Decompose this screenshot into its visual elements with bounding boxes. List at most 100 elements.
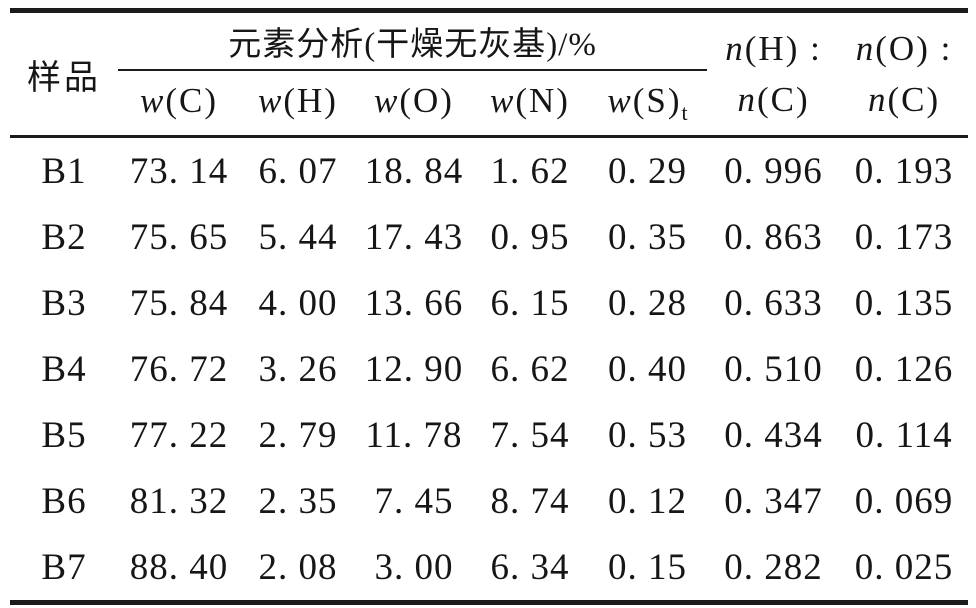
math-args: (O) [399, 80, 454, 120]
value-cell: 0. 28 [608, 282, 688, 324]
table-row: B5 77. 22 2. 79 11. 78 7. 54 0. 53 0. 434 0. 11… [10, 402, 968, 468]
header-row-1: 样品 元素分析(干燥无灰基)/% n(H) : n(C) n(O) : n(C) [10, 10, 969, 138]
value-cell: 88. 40 [129, 546, 229, 588]
sample-cell: B5 [41, 414, 87, 456]
col-header-w-n: w(N) [472, 70, 588, 138]
sample-cell: B7 [41, 546, 87, 588]
sample-cell: B3 [41, 282, 87, 324]
math-args: (C) [756, 80, 810, 119]
ratio-header-nh-nc: n(H) : n(C) [707, 10, 841, 138]
value-cell: 13. 66 [364, 282, 464, 324]
table-row: B2 75. 65 5. 44 17. 43 0. 95 0. 35 0. 863 0. 17… [10, 204, 968, 270]
value-cell: 2. 35 [258, 480, 338, 522]
math-var-w: w [258, 80, 284, 120]
math-var-n: n [737, 80, 757, 119]
value-cell: 81. 32 [129, 480, 229, 522]
value-cell: 7. 45 [374, 480, 454, 522]
ratio-header-no-nc: n(O) : n(C) [840, 10, 969, 138]
value-cell: 0. 53 [608, 414, 688, 456]
table-body: B1 73. 14 6. 07 18. 84 1. 62 0. 29 0. 996 0. 19… [10, 137, 968, 603]
value-cell: 0. 069 [854, 480, 954, 522]
math-args: (S) [632, 80, 682, 120]
sample-cell: B6 [41, 480, 87, 522]
value-cell: 0. 173 [854, 216, 954, 258]
table-row: B4 76. 72 3. 26 12. 90 6. 62 0. 40 0. 510 0. 12… [10, 336, 968, 402]
ratio-top-line: n(O) : [840, 23, 968, 74]
value-cell: 7. 54 [490, 414, 570, 456]
value-cell: 0. 35 [608, 216, 688, 258]
value-cell: 3. 26 [258, 348, 338, 390]
math-var-n: n [725, 29, 745, 68]
col-header-w-o: w(O) [356, 70, 472, 138]
value-cell: 0. 434 [724, 414, 823, 456]
math-args: (O) : [875, 29, 953, 68]
math-var-w: w [490, 80, 516, 120]
value-cell: 0. 95 [490, 216, 570, 258]
sample-column-header: 样品 [10, 10, 118, 138]
col-header-w-h: w(H) [240, 70, 356, 138]
math-var-w: w [139, 80, 166, 120]
value-cell: 0. 135 [854, 282, 954, 324]
value-cell: 0. 996 [724, 150, 823, 192]
col-header-w-c: w(C) [118, 70, 240, 138]
value-cell: 4. 00 [258, 282, 338, 324]
value-cell: 0. 40 [608, 348, 688, 390]
value-cell: 0. 863 [724, 216, 823, 258]
table-row: B1 73. 14 6. 07 18. 84 1. 62 0. 29 0. 996 0. 19… [10, 137, 968, 205]
table-row: B7 88. 40 2. 08 3. 00 6. 34 0. 15 0. 282 0. 025 [10, 534, 968, 603]
value-cell: 2. 79 [258, 414, 338, 456]
value-cell: 73. 14 [129, 150, 229, 192]
math-var-n: n [855, 29, 876, 68]
value-cell: 0. 633 [724, 282, 823, 324]
col-header-w-s-t: w(S)t [588, 70, 708, 138]
value-cell: 0. 114 [855, 414, 953, 456]
value-cell: 0. 193 [854, 150, 954, 192]
subscript: t [681, 99, 688, 125]
value-cell: 0. 12 [608, 480, 688, 522]
sample-cell: B2 [41, 216, 87, 258]
math-args: (N) [515, 80, 570, 120]
math-var-w: w [607, 80, 633, 120]
header-row-2: w(C) w(H) w(O) w(N) w(S)t [10, 70, 968, 138]
math-args: (C) [887, 80, 941, 119]
value-cell: 2. 08 [258, 546, 338, 588]
table-row: B6 81. 32 2. 35 7. 45 8. 74 0. 12 0. 347 0. 069 [10, 468, 968, 534]
value-cell: 12. 90 [364, 348, 464, 390]
math-var-w: w [374, 80, 400, 120]
value-cell: 8. 74 [490, 480, 570, 522]
value-cell: 75. 84 [129, 282, 229, 324]
value-cell: 76. 72 [129, 348, 229, 390]
value-cell: 1. 62 [490, 150, 570, 192]
sample-cell: B4 [41, 348, 87, 390]
value-cell: 17. 43 [364, 216, 464, 258]
ratio-bottom-line: n(C) [707, 74, 840, 125]
value-cell: 0. 126 [854, 348, 954, 390]
value-cell: 0. 347 [724, 480, 823, 522]
table-row: B3 75. 84 4. 00 13. 66 6. 15 0. 28 0. 633 0. 13… [10, 270, 968, 336]
value-cell: 0. 15 [608, 546, 688, 588]
value-cell: 3. 00 [374, 546, 454, 588]
elemental-analysis-table: 样品 元素分析(干燥无灰基)/% n(H) : n(C) n(O) : n(C)… [10, 8, 969, 605]
value-cell: 6. 34 [490, 546, 570, 588]
value-cell: 5. 44 [258, 216, 338, 258]
math-args: (H) [283, 80, 338, 120]
value-cell: 77. 22 [129, 414, 229, 456]
value-cell: 6. 07 [258, 150, 338, 192]
sample-cell: B1 [41, 150, 87, 192]
value-cell: 0. 025 [854, 546, 954, 588]
value-cell: 11. 78 [365, 414, 463, 456]
math-var-n: n [867, 80, 888, 119]
ratio-bottom-line: n(C) [840, 74, 968, 125]
ratio-top-line: n(H) : [707, 23, 840, 74]
value-cell: 6. 15 [490, 282, 570, 324]
value-cell: 6. 62 [490, 348, 570, 390]
group-header-elemental-analysis: 元素分析(干燥无灰基)/% [118, 10, 708, 71]
math-args: (C) [165, 80, 218, 120]
value-cell: 0. 282 [724, 546, 823, 588]
value-cell: 75. 65 [129, 216, 229, 258]
value-cell: 0. 29 [608, 150, 688, 192]
value-cell: 0. 510 [724, 348, 823, 390]
math-args: (H) : [744, 29, 822, 68]
value-cell: 18. 84 [364, 150, 464, 192]
